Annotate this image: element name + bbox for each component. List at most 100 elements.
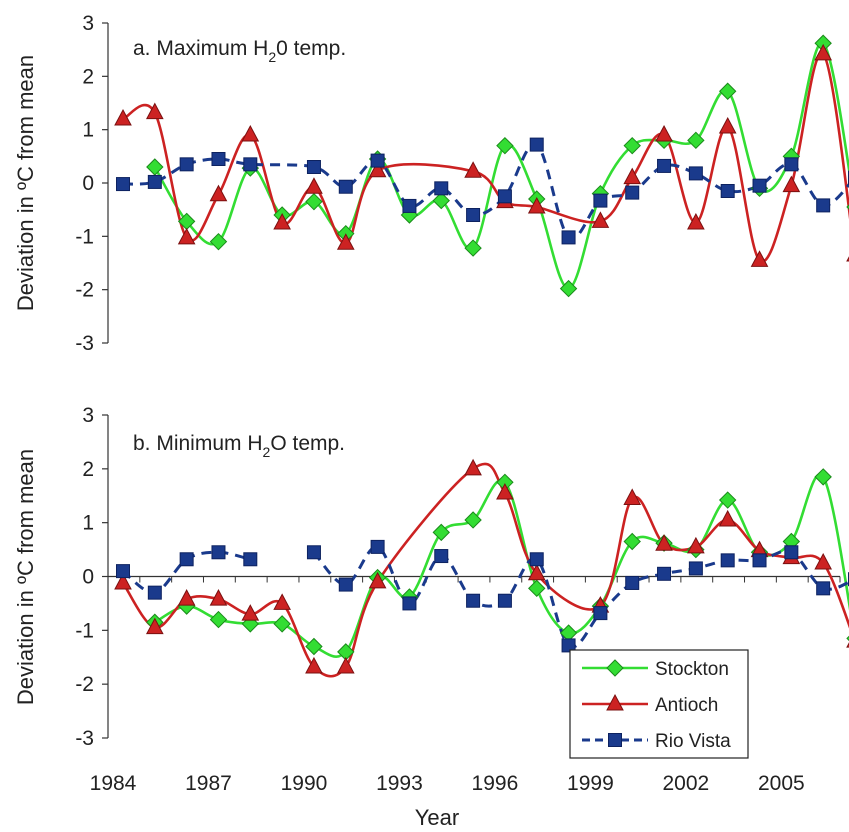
point-antioch bbox=[527, 563, 546, 581]
point-stockton bbox=[814, 468, 832, 486]
point-rio-vista bbox=[116, 177, 130, 192]
point-stockton bbox=[209, 232, 228, 251]
point-rio-vista bbox=[338, 179, 353, 194]
y-tick-label: 2 bbox=[82, 65, 94, 88]
y-tick-label: -3 bbox=[75, 332, 94, 355]
point-antioch bbox=[814, 43, 833, 61]
point-rio-vista bbox=[720, 553, 735, 568]
point-stockton bbox=[305, 192, 323, 211]
point-stockton bbox=[718, 82, 737, 100]
point-rio-vista bbox=[402, 596, 417, 611]
x-tick-label: 1993 bbox=[376, 772, 423, 795]
point-rio-vista bbox=[561, 230, 576, 245]
point-rio-vista bbox=[147, 174, 162, 189]
point-antioch bbox=[209, 589, 228, 606]
point-rio-vista bbox=[338, 577, 353, 592]
point-rio-vista bbox=[243, 552, 258, 567]
y-tick-label: -2 bbox=[75, 673, 94, 696]
y-tick-label: -1 bbox=[75, 225, 94, 248]
point-rio-vista bbox=[529, 552, 544, 567]
point-rio-vista bbox=[466, 208, 481, 222]
point-antioch bbox=[177, 589, 196, 606]
point-antioch bbox=[687, 212, 705, 230]
y-tick-label: -3 bbox=[75, 727, 94, 750]
point-antioch bbox=[591, 211, 610, 228]
point-antioch bbox=[177, 227, 196, 245]
point-rio-vista bbox=[625, 185, 640, 200]
legend: Stockton Antioch Rio Vista bbox=[569, 649, 749, 759]
point-antioch bbox=[305, 177, 323, 194]
point-rio-vista bbox=[211, 545, 226, 560]
point-antioch bbox=[718, 509, 737, 527]
point-antioch bbox=[623, 167, 642, 185]
x-axis-label: Year bbox=[415, 805, 459, 830]
series-line-rio-vista bbox=[122, 142, 849, 241]
point-rio-vista bbox=[720, 184, 735, 198]
point-antioch bbox=[368, 160, 387, 178]
y-tick-label: 2 bbox=[82, 458, 94, 481]
panel-a-title: a. Maximum H20 temp. bbox=[133, 37, 346, 65]
x-tick-label: 1990 bbox=[281, 772, 328, 795]
point-rio-vista bbox=[434, 549, 449, 564]
series-line-rio-vista bbox=[312, 545, 849, 649]
x-tick-label: 1984 bbox=[90, 772, 137, 795]
panel-a-max-temp: Deviation in ºC from mean a. Maximum H20… bbox=[13, 12, 849, 355]
series-line-antioch bbox=[121, 462, 849, 678]
point-rio-vista bbox=[784, 545, 799, 560]
panel-b-axes: 3 2 1 0 -1 -2 -3 1984 1987 1990 1993 1996 1999 2002 20… bbox=[75, 404, 841, 795]
x-tick-label: 1987 bbox=[185, 772, 232, 795]
panel-a-title-main: a. Maximum H bbox=[133, 37, 268, 60]
point-rio-vista bbox=[497, 189, 512, 204]
legend-label: Rio Vista bbox=[655, 731, 731, 752]
panel-a-axes: 3 2 1 0 -1 -2 -3 bbox=[75, 12, 109, 355]
legend-marker bbox=[608, 733, 622, 747]
point-rio-vista bbox=[784, 157, 799, 172]
point-rio-vista bbox=[657, 566, 672, 581]
point-rio-vista bbox=[688, 561, 703, 576]
panel-a-series-markers bbox=[114, 34, 849, 298]
point-rio-vista bbox=[243, 157, 258, 172]
point-rio-vista bbox=[434, 181, 449, 196]
x-tick-label: 1999 bbox=[567, 772, 614, 795]
legend-label: Stockton bbox=[655, 659, 729, 680]
point-antioch bbox=[241, 124, 260, 142]
panel-b-title-sub: 2 bbox=[263, 444, 271, 460]
y-tick-label: -2 bbox=[75, 279, 94, 302]
point-antioch bbox=[336, 233, 355, 250]
point-stockton bbox=[432, 523, 450, 542]
point-stockton bbox=[305, 637, 323, 656]
point-rio-vista bbox=[497, 593, 512, 608]
point-antioch bbox=[336, 656, 355, 674]
x-tick-label: 2005 bbox=[758, 772, 805, 795]
point-antioch bbox=[368, 571, 387, 589]
panel-b-min-temp: Deviation in ºC from mean b. Minimum H2O… bbox=[13, 404, 849, 830]
point-rio-vista bbox=[306, 545, 321, 560]
point-antioch bbox=[241, 604, 260, 621]
point-antioch bbox=[114, 108, 132, 126]
point-antioch bbox=[655, 124, 673, 142]
point-rio-vista bbox=[306, 160, 321, 174]
point-stockton bbox=[559, 279, 578, 298]
point-stockton bbox=[687, 131, 705, 150]
point-stockton bbox=[432, 191, 450, 210]
point-rio-vista bbox=[370, 539, 385, 554]
point-stockton bbox=[623, 136, 641, 155]
point-rio-vista bbox=[179, 157, 194, 172]
x-tick-label: 1996 bbox=[472, 772, 519, 795]
point-rio-vista bbox=[625, 575, 640, 590]
point-rio-vista bbox=[561, 638, 576, 653]
point-rio-vista bbox=[211, 152, 226, 166]
point-rio-vista bbox=[816, 198, 831, 213]
point-antioch bbox=[464, 161, 482, 178]
point-stockton bbox=[209, 610, 228, 629]
point-rio-vista bbox=[466, 593, 481, 608]
point-antioch bbox=[623, 488, 642, 505]
point-antioch bbox=[145, 617, 164, 635]
point-rio-vista bbox=[752, 178, 767, 193]
panel-b-title: b. Minimum H2O temp. bbox=[133, 432, 345, 460]
y-tick-label: 3 bbox=[82, 12, 94, 35]
legend-marker bbox=[606, 693, 624, 711]
y-tick-label: 1 bbox=[82, 512, 94, 535]
point-antioch bbox=[145, 102, 164, 120]
